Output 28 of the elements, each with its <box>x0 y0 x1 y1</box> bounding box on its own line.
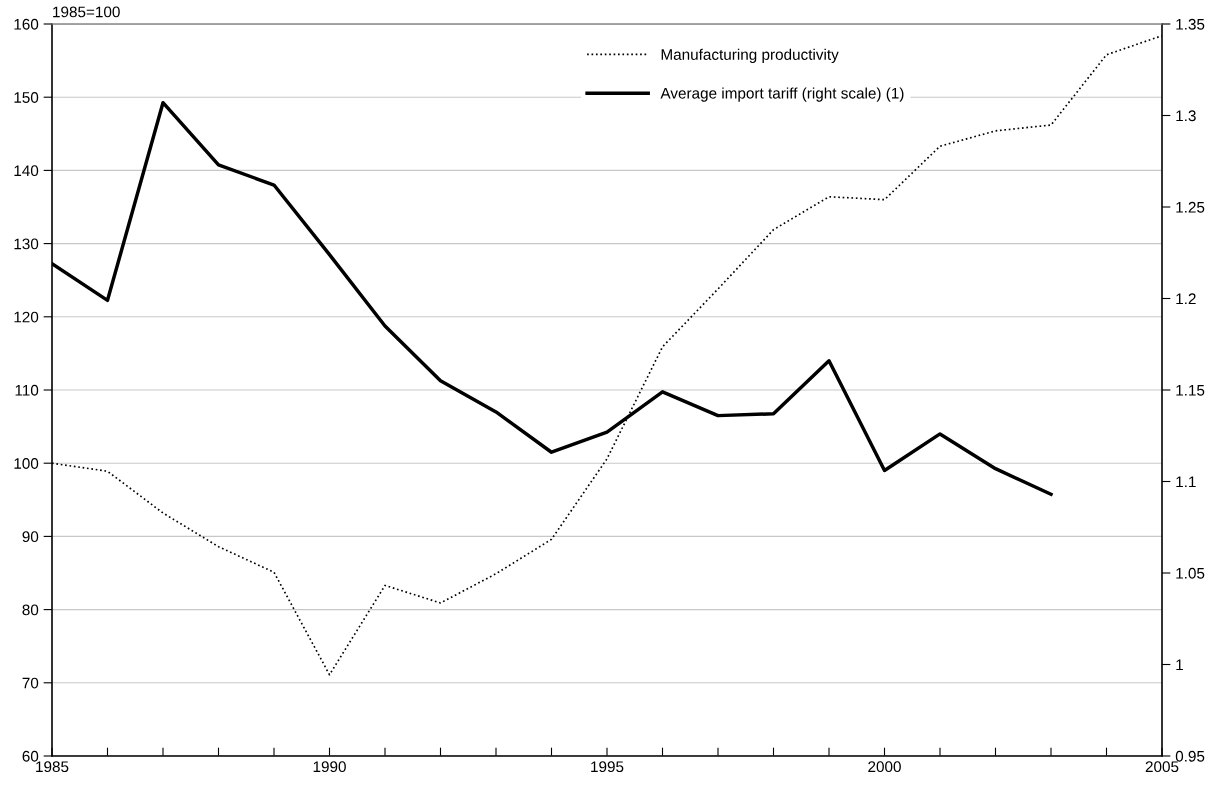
y-tick-label: 70 <box>22 677 39 689</box>
y-tick-label: 140 <box>14 165 39 177</box>
x-tick-label: 2005 <box>1145 761 1179 773</box>
y2-tick-label: 1.3 <box>1176 110 1196 122</box>
y-tick-label: 100 <box>14 458 39 469</box>
y2-tick-label: 1.05 <box>1176 567 1205 579</box>
y-tick-label: 160 <box>14 18 39 30</box>
y2-tick-label: 1 <box>1176 659 1183 671</box>
y-tick-label: 90 <box>22 531 39 543</box>
y2-tick-label: 1.15 <box>1176 385 1205 396</box>
y2-tick-label: 0.95 <box>1175 750 1205 762</box>
y-tick-label: 80 <box>22 604 39 616</box>
x-tick-label: 1995 <box>591 761 624 773</box>
y2-tick-label: 1.35 <box>1176 18 1205 30</box>
y2-tick-label: 1.25 <box>1176 201 1205 213</box>
x-tick-label: 2000 <box>868 761 901 773</box>
y2-tick-label: 1.1 <box>1176 476 1196 488</box>
legend-label: Average import tariff (right scale) (1) <box>660 87 904 102</box>
y-tick-label: 120 <box>14 311 39 323</box>
y-tick-label: 150 <box>14 92 39 103</box>
y2-tick-label: 1.2 <box>1176 293 1196 305</box>
x-tick-label: 1990 <box>313 761 346 773</box>
legend-label: Manufacturing productivity <box>661 48 839 63</box>
y-axis-title: 1985=100 <box>53 6 120 18</box>
x-tick-label: 1985 <box>36 761 69 773</box>
y-tick-label: 110 <box>15 384 39 396</box>
y-tick-label: 60 <box>22 750 39 762</box>
y-tick-label: 130 <box>14 238 39 250</box>
